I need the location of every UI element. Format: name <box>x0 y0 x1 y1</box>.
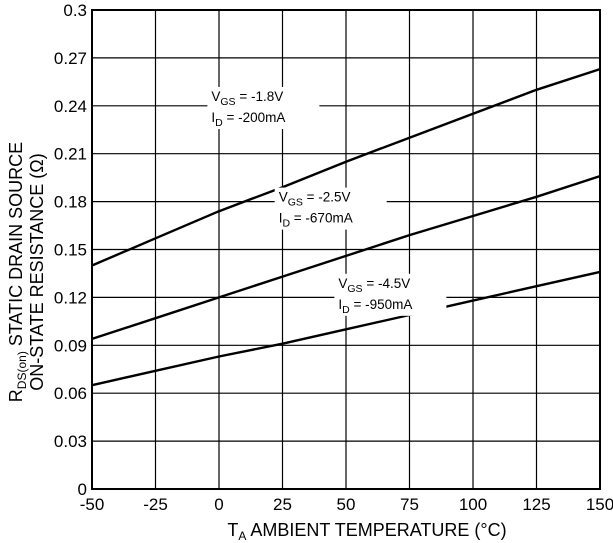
annotation-background <box>274 187 387 230</box>
y-axis-title-line1: RDS(on) STATIC DRAIN SOURCE <box>6 142 29 402</box>
x-tick-label: 75 <box>400 495 419 514</box>
series-line-1 <box>91 67 601 267</box>
y-tick-label: 0.18 <box>54 193 87 212</box>
y-tick-label: 0.15 <box>54 241 87 260</box>
x-tick-label: 25 <box>273 495 292 514</box>
x-tick-label: -50 <box>80 495 105 514</box>
y-tick-label: 0.09 <box>54 336 87 355</box>
annotation-background <box>334 273 447 316</box>
annotation-background <box>207 87 320 130</box>
x-tick-label: 0 <box>214 495 223 514</box>
y-tick-label: 0 <box>78 480 87 499</box>
y-tick-label: 0.03 <box>54 432 87 451</box>
y-axis-title-line2: ON-STATE RESISTANCE (Ω) <box>27 153 47 390</box>
y-tick-label: 0.06 <box>54 384 87 403</box>
y-tick-label: 0.21 <box>54 145 87 164</box>
series-1-label-line2: ID = -200mA <box>211 110 285 129</box>
y-tick-label: 0.12 <box>54 288 87 307</box>
series-2-label-line2: ID = -670mA <box>279 211 353 230</box>
x-tick-label: -25 <box>143 495 168 514</box>
x-tick-label: 100 <box>459 495 487 514</box>
series-line-2 <box>91 174 601 341</box>
y-tick-label: 0.27 <box>54 49 87 68</box>
series-2-label-line1: VGS = -2.5V <box>279 190 351 209</box>
y-tick-label: 0.3 <box>63 1 87 20</box>
x-axis-title: TA AMBIENT TEMPERATURE (°C) <box>227 520 506 543</box>
y-tick-labels: 0 0.03 0.06 0.09 0.12 0.15 0.18 0.21 0.24 0.27 0.3 <box>54 1 87 499</box>
y-tick-label: 0.24 <box>54 97 87 116</box>
x-tick-label: 125 <box>522 495 550 514</box>
series-lines <box>91 67 601 387</box>
series-3-label-line1: VGS = -4.5V <box>338 276 410 295</box>
plot-frame <box>91 9 601 490</box>
x-tick-label: 150 <box>586 495 613 514</box>
series-3-label-line2: ID = -950mA <box>338 297 412 316</box>
series-1-label-line1: VGS = -1.8V <box>211 89 283 108</box>
x-tick-labels: -50 -25 0 25 50 75 100 125 150 <box>80 495 613 514</box>
x-tick-label: 50 <box>337 495 356 514</box>
series-line-3 <box>91 270 601 387</box>
series-annotations: VGS = -1.8V ID = -200mA VGS = -2.5V ID = -6… <box>207 87 447 316</box>
grid <box>91 9 601 490</box>
